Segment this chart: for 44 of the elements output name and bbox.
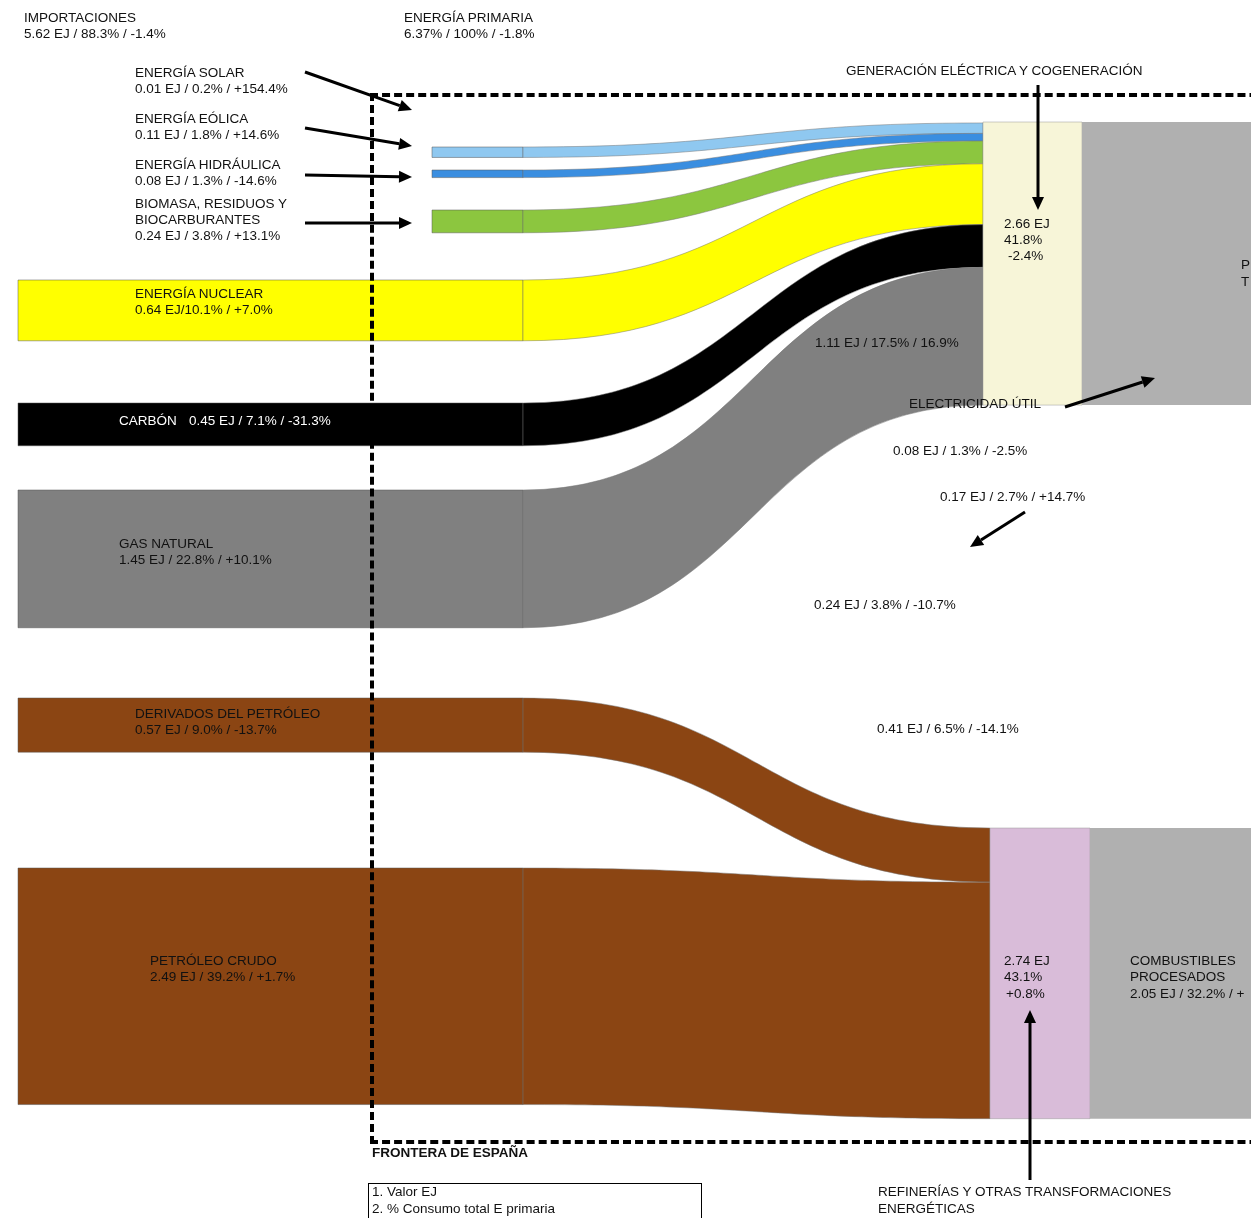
text: GENERACIÓN ELÉCTRICA Y COGENERACIÓN [846, 63, 1143, 79]
text: 0.08 EJ / 1.3% / -2.5% [893, 443, 1028, 459]
text: PROCESADOS [1130, 969, 1226, 985]
data-label: 0.57 EJ / 9.0% / -13.7% [135, 722, 277, 738]
text: 41.8% [1004, 232, 1043, 248]
text: FRONTERA DE ESPAÑA [372, 1145, 529, 1161]
category-label: PETRÓLEO CRUDO [150, 953, 277, 969]
data-label: 0.11 EJ / 1.8% / +14.6% [135, 127, 280, 143]
text: 0.17 EJ / 2.7% / +14.7% [940, 489, 1086, 505]
category-label: ENERGÍA NUCLEAR [135, 286, 264, 302]
text: -2.4% [1008, 248, 1044, 264]
data-label: 0.45 EJ / 7.1% / -31.3% [189, 413, 331, 429]
data-label: 0.24 EJ / 3.8% / +13.1% [135, 228, 281, 244]
text: 1.11 EJ / 17.5% / 16.9% [815, 335, 959, 351]
category-label: ENERGÍA SOLAR [135, 65, 245, 81]
data-label: 0.08 EJ / 1.3% / -14.6% [135, 173, 277, 189]
text: 0.24 EJ / 3.8% / -10.7% [814, 597, 956, 613]
text: 0.41 EJ / 6.5% / -14.1% [877, 721, 1019, 737]
text: ENERGÉTICAS [878, 1201, 975, 1217]
text: IMPORTACIONES [24, 10, 137, 26]
text: 5.62 EJ / 88.3% / -1.4% [24, 26, 166, 42]
category-label: ENERGÍA HIDRÁULICA [135, 157, 281, 173]
text: P [1241, 257, 1251, 273]
category-label: ENERGÍA EÓLICA [135, 111, 249, 127]
text: 2.74 EJ [1004, 953, 1050, 969]
text: 6.37% / 100% / -1.8% [404, 26, 535, 42]
text: 2.66 EJ [1004, 216, 1050, 232]
category-label: CARBÓN [119, 413, 177, 429]
category-label: BIOMASA, RESIDUOS Y BIOCARBURANTES [135, 196, 288, 228]
data-label: 1.45 EJ / 22.8% / +10.1% [119, 552, 272, 568]
text: T [1241, 274, 1250, 290]
text: COMBUSTIBLES [1130, 953, 1236, 969]
text: 2. % Consumo total E primaria [372, 1201, 556, 1217]
text: ENERGÍA PRIMARIA [404, 10, 534, 26]
text: 43.1% [1004, 969, 1043, 985]
text: REFINERÍAS Y OTRAS TRANSFORMACIONES [878, 1184, 1172, 1200]
text: 1. Valor EJ [372, 1184, 438, 1200]
data-label: 2.49 EJ / 39.2% / +1.7% [150, 969, 296, 985]
category-label: DERIVADOS DEL PETRÓLEO [135, 706, 321, 722]
text: +0.8% [1006, 986, 1045, 1002]
text: 2.05 EJ / 32.2% / + [1130, 986, 1245, 1002]
data-label: 0.64 EJ/10.1% / +7.0% [135, 302, 273, 318]
data-label: 0.01 EJ / 0.2% / +154.4% [135, 81, 288, 97]
category-label: GAS NATURAL [119, 536, 214, 552]
